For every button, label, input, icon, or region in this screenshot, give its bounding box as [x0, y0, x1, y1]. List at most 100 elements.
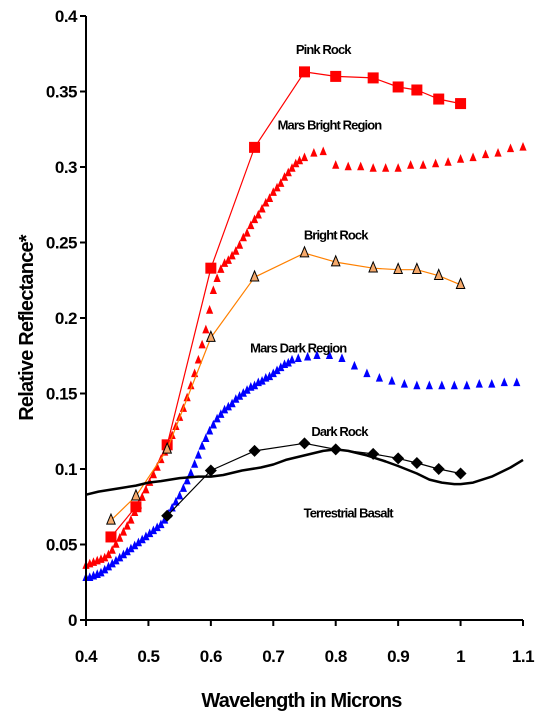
mars_bright-point [123, 520, 131, 530]
bright_rock-point [162, 441, 173, 454]
mars_dark-point [313, 350, 321, 359]
mars_dark-point [363, 368, 371, 378]
x-tick-label: 0.5 [137, 647, 159, 666]
y-tick-label: 0.4 [55, 7, 78, 26]
mars_dark-point [191, 459, 199, 468]
bright_rock-point [393, 262, 404, 274]
mars_bright-point [112, 539, 120, 548]
mars_bright-point [456, 154, 465, 163]
mars_dark-point [104, 561, 113, 571]
mars_dark-point [294, 353, 302, 363]
mars_bright-point [235, 240, 244, 249]
mars_dark-point [463, 380, 471, 390]
annotations: Pink Rock Mars Bright Region Bright Rock Ma… [250, 42, 395, 521]
mars_dark-point [146, 528, 154, 538]
mars_bright-point [382, 163, 390, 172]
dark_rock-point [161, 509, 174, 522]
bright_rock-point [249, 269, 260, 282]
bright_rock-point [433, 268, 444, 280]
mars_bright-point [228, 250, 236, 260]
mars_dark-point [187, 468, 195, 477]
mars_dark-point [112, 555, 120, 565]
mars_bright-point [202, 324, 210, 334]
mars_bright-point [494, 148, 502, 157]
mars_bright-point [481, 149, 490, 159]
mars_bright-point [232, 246, 240, 255]
dark_rock-point [392, 452, 405, 465]
mars_dark-point [269, 368, 277, 378]
mars_dark-point [153, 522, 161, 532]
bright_rock-point [330, 254, 341, 267]
mars_dark-point [119, 549, 128, 559]
bright_rock-point [106, 512, 116, 525]
pink_rock-point [249, 141, 261, 153]
mars_bright-point [254, 209, 262, 219]
mars_dark-point [194, 450, 202, 459]
mars_bright-point [198, 339, 206, 349]
mars_bright-point [104, 549, 113, 559]
bright_rock-point [455, 277, 466, 290]
mars_dark-point [116, 552, 124, 562]
mars_dark-point [350, 360, 359, 370]
mars_dark-point [131, 540, 139, 550]
mars_dark-point [450, 380, 458, 390]
mars_bright-point [519, 141, 527, 151]
mars_bright-point [300, 152, 309, 162]
mars_bright-point [319, 146, 327, 156]
mars_bright-point [288, 163, 296, 172]
mars_bright-point [250, 214, 259, 224]
mars_bright-point [280, 172, 289, 181]
mars_bright-point [116, 533, 124, 542]
mars_bright-point [194, 354, 202, 364]
mars_dark-point [228, 398, 236, 408]
mars_bright-point [127, 514, 135, 524]
mars_dark-point [108, 558, 116, 568]
mars_dark-point [127, 543, 135, 553]
mars_bright-point [142, 484, 150, 494]
mars_bright-point [444, 157, 452, 166]
annotation-label: Terrestrial Basalt [304, 505, 395, 520]
mars_dark-point [232, 394, 240, 403]
mars_dark-point [338, 353, 346, 363]
mars_bright-point [357, 161, 365, 171]
mars_bright-point [168, 430, 176, 440]
mars_bright-point [108, 545, 116, 554]
mars_bright-point [243, 228, 251, 237]
y-axis-title: Relative Reflectance* [16, 234, 38, 421]
mars_dark-point [277, 362, 285, 372]
mars_bright-point [506, 143, 515, 153]
mars_dark-point [243, 385, 251, 394]
mars_bright-point [206, 305, 214, 314]
x-tick-label: 1 [456, 647, 465, 666]
mars_bright-point [419, 160, 427, 169]
dark_rock-point [204, 464, 217, 477]
annotation-label: Bright Rock [304, 227, 369, 242]
mars_bright-point [265, 193, 274, 202]
mars_bright-point [277, 178, 285, 187]
mars_bright-point [273, 182, 281, 192]
mars_dark-point [488, 379, 496, 388]
mars_bright-point [332, 160, 340, 169]
mars_dark-point [217, 409, 225, 418]
mars_dark-point [325, 350, 334, 359]
dark_rock-point [248, 444, 261, 457]
dark_rock-point [298, 437, 311, 450]
mars_dark-point [213, 413, 221, 423]
mars_bright-point [239, 232, 247, 242]
x-tick-label: 1.1 [512, 647, 534, 666]
pink_rock-point [330, 70, 342, 82]
mars_dark-point [209, 419, 217, 429]
x-tick-label: 0.9 [387, 647, 409, 666]
bright_rock-point [205, 330, 216, 342]
mars_bright-point [344, 161, 352, 171]
x-tick-label: 0.4 [75, 647, 98, 666]
annotation-label: Pink Rock [296, 42, 352, 57]
mars_dark-point [250, 380, 259, 390]
series-basalt [85, 448, 524, 496]
y-tick-label: 0 [68, 611, 77, 630]
mars_dark-point [475, 379, 483, 388]
mars_dark-point [425, 380, 433, 390]
y-tick-label: 0.2 [55, 309, 77, 328]
mars_dark-point [304, 351, 312, 361]
annotation-label: Mars Bright Region [278, 117, 383, 132]
